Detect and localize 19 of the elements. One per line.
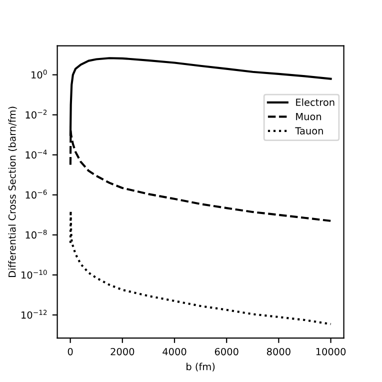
x-tick-label: 10000 [316, 348, 346, 356]
x-tick-label: 2000 [110, 348, 134, 356]
y-tick-label: 10$^{0}$ [32, 70, 47, 79]
x-tick-label: 0 [68, 348, 73, 356]
line-series [69, 210, 332, 326]
legend-label: Electron [296, 98, 334, 106]
x-tick-label: 8000 [266, 348, 290, 356]
y-tick-label: 10$^{−12}$ [22, 310, 47, 319]
legend-label: Tauon [295, 127, 323, 134]
x-axis-title: b (fm) [186, 362, 215, 372]
y-tick-label: 10$^{−6}$ [26, 190, 47, 199]
y-tick-label: 10$^{−8}$ [26, 230, 47, 239]
y-tick-label: 10$^{−10}$ [22, 270, 47, 279]
x-tick-label: 6000 [214, 348, 238, 356]
y-tick-label: 10$^{−2}$ [26, 110, 47, 119]
legend-label: Muon [296, 112, 322, 120]
x-tick-label: 4000 [162, 348, 186, 356]
y-axis-title: Differential Cross Section (barn/fm) [8, 106, 17, 278]
y-tick-label: 10$^{−4}$ [26, 150, 47, 159]
